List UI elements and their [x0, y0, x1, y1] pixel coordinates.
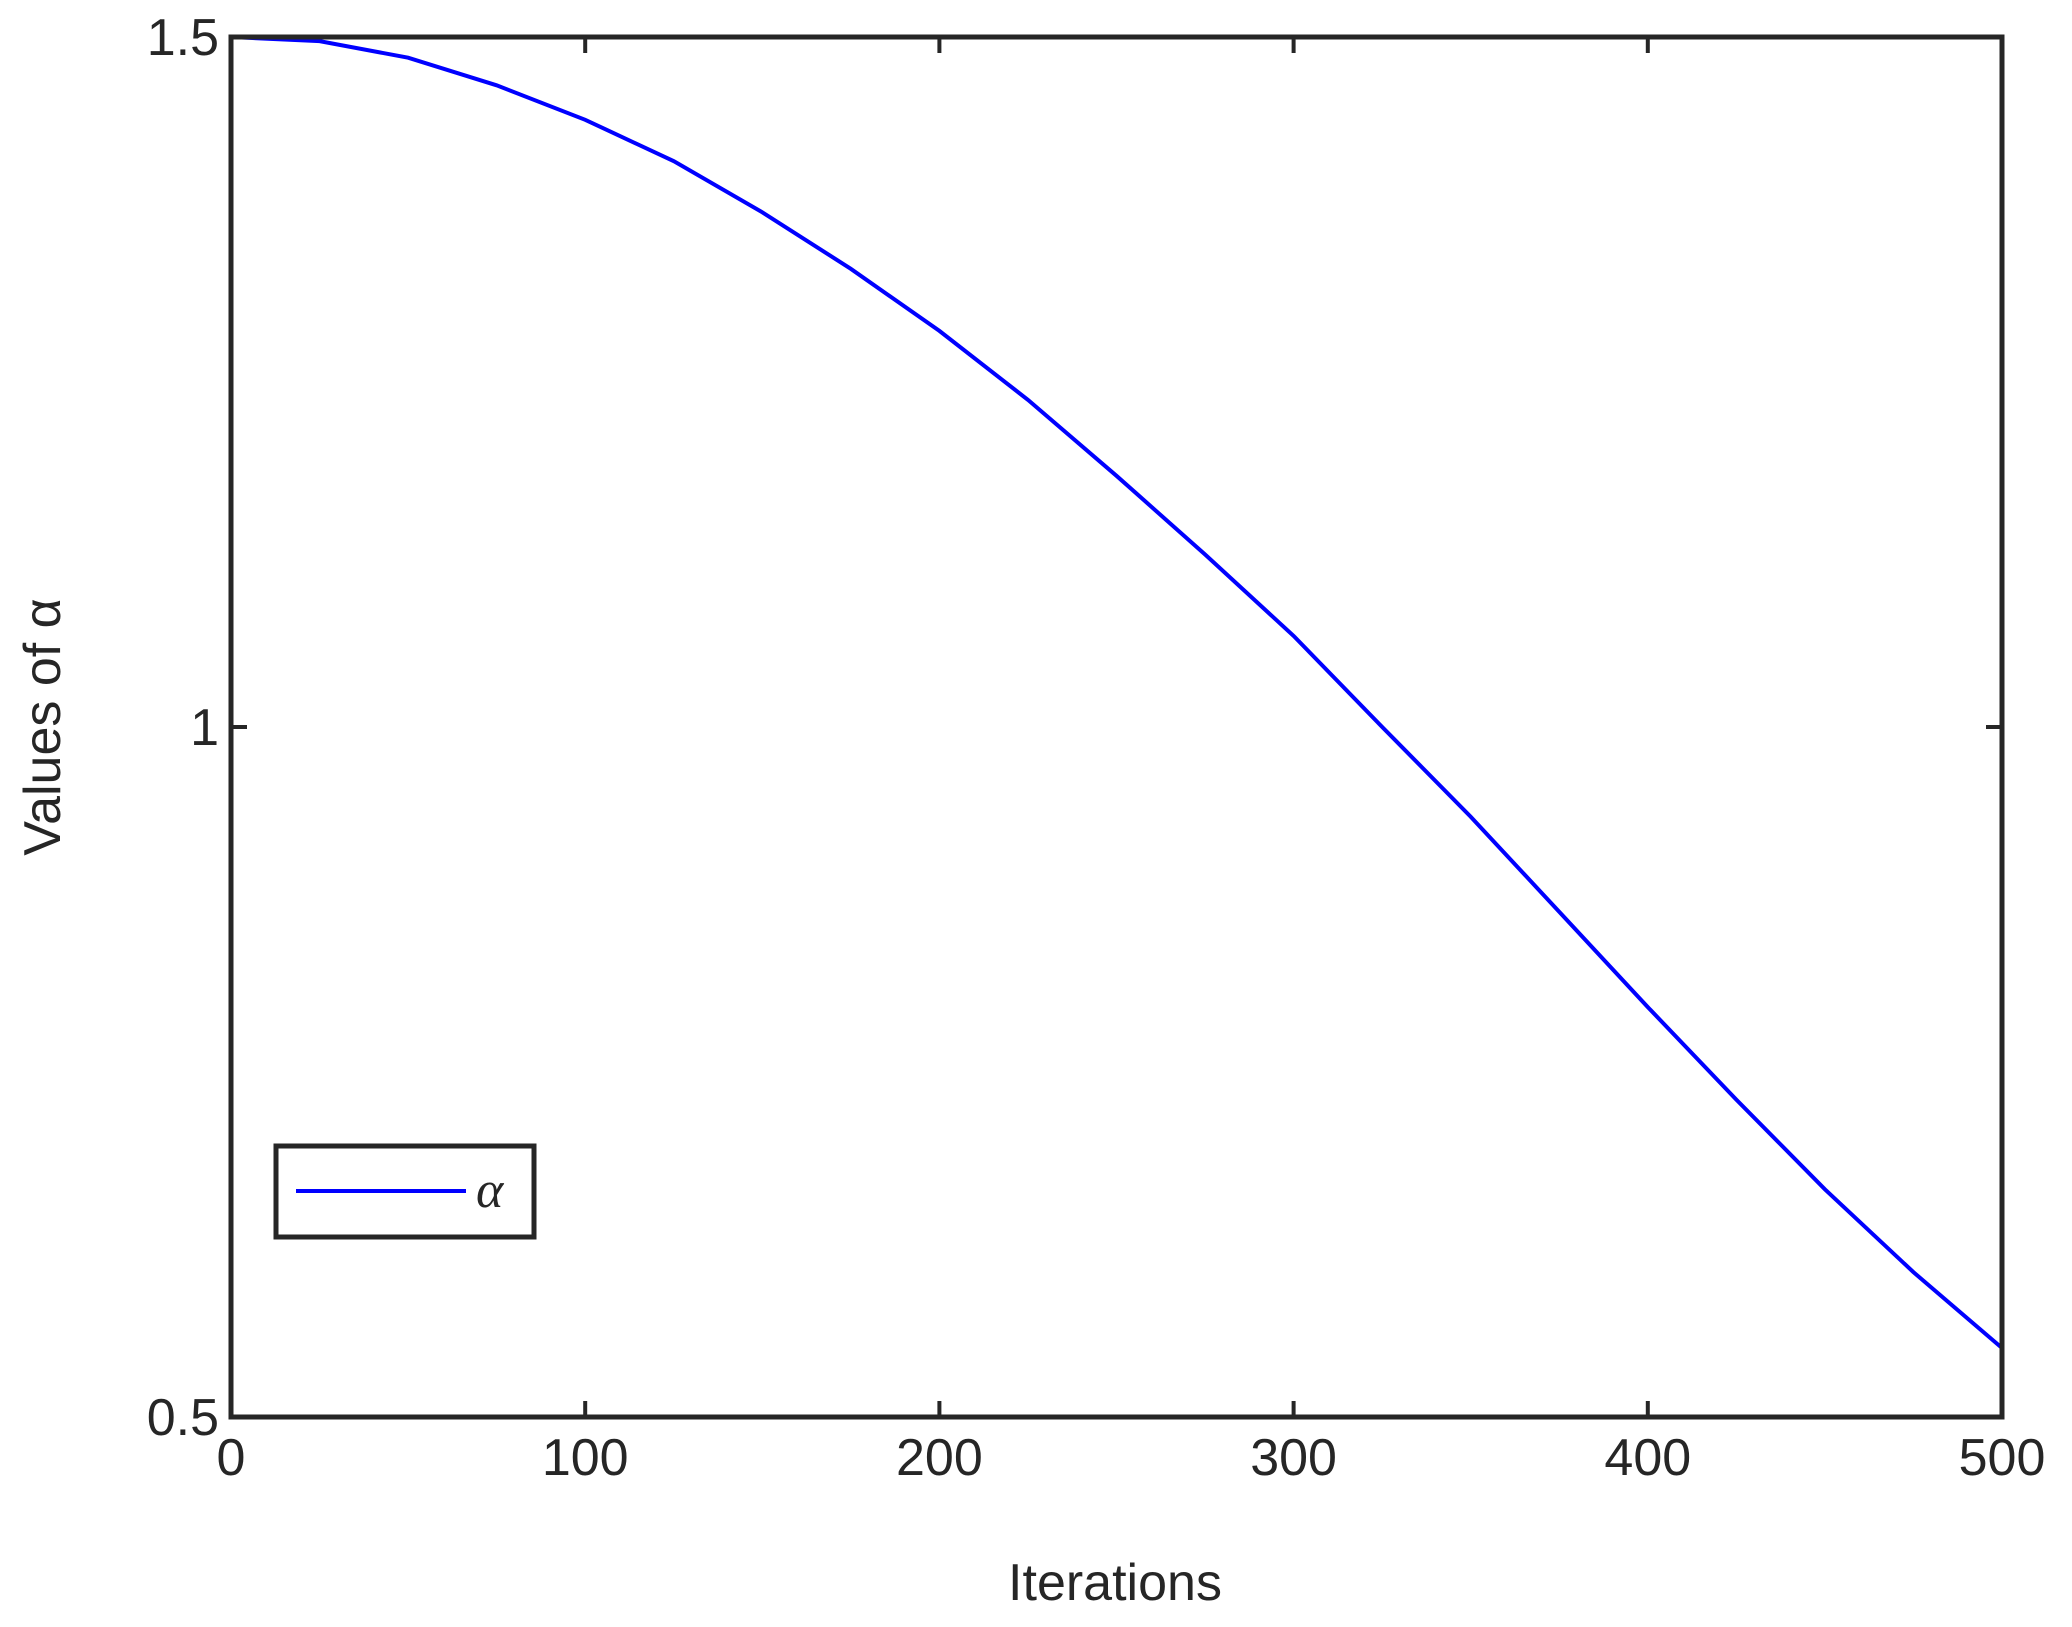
y-axis-label: Values of α	[14, 598, 72, 855]
x-tick-label: 400	[1604, 1429, 1691, 1487]
x-tick-label: 300	[1250, 1429, 1337, 1487]
x-tick-label: 500	[1959, 1429, 2046, 1487]
y-tick-label: 1	[190, 699, 219, 757]
x-tick-label: 0	[217, 1429, 246, 1487]
y-tick-label: 0.5	[147, 1389, 219, 1447]
x-tick-label: 100	[542, 1429, 629, 1487]
x-tick-label: 200	[896, 1429, 983, 1487]
y-tick-label: 1.5	[147, 9, 219, 67]
x-axis-label: Iterations	[1008, 1554, 1222, 1612]
legend-label: α	[476, 1162, 505, 1219]
data-line	[230, 35, 2004, 1350]
plot-frame	[228, 34, 2005, 1420]
